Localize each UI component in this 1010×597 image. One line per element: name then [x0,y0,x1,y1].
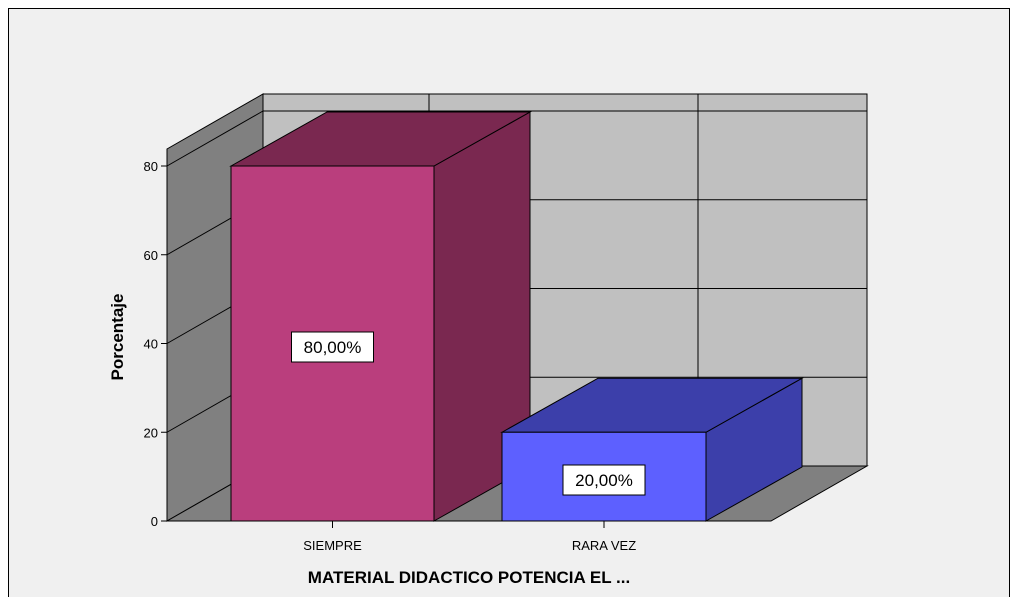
data-label: 20,00% [575,471,633,490]
y-tick-label: 80 [144,159,158,174]
category-label: RARA VEZ [572,538,636,553]
bar: 20,00% [500,377,804,522]
y-axis: 0 20 40 60 80 [144,159,168,529]
bars: 80,00% 20,00% [229,111,804,522]
x-axis: SIEMPRE RARA VEZ [303,521,636,553]
bar: 80,00% [229,111,532,522]
y-axis-title: Porcentaje [108,294,127,381]
y-tick-label: 40 [144,337,158,352]
data-label-box [291,331,374,363]
y-tick-label: 20 [144,425,158,440]
data-label-box [562,464,646,496]
category-label: SIEMPRE [303,538,362,553]
y-tick-label: 60 [144,248,158,263]
x-axis-title: MATERIAL DIDACTICO POTENCIA EL ... [308,568,630,587]
grid-line-left [166,110,264,167]
y-tick-label: 0 [151,514,158,529]
data-label: 80,00% [304,338,362,357]
